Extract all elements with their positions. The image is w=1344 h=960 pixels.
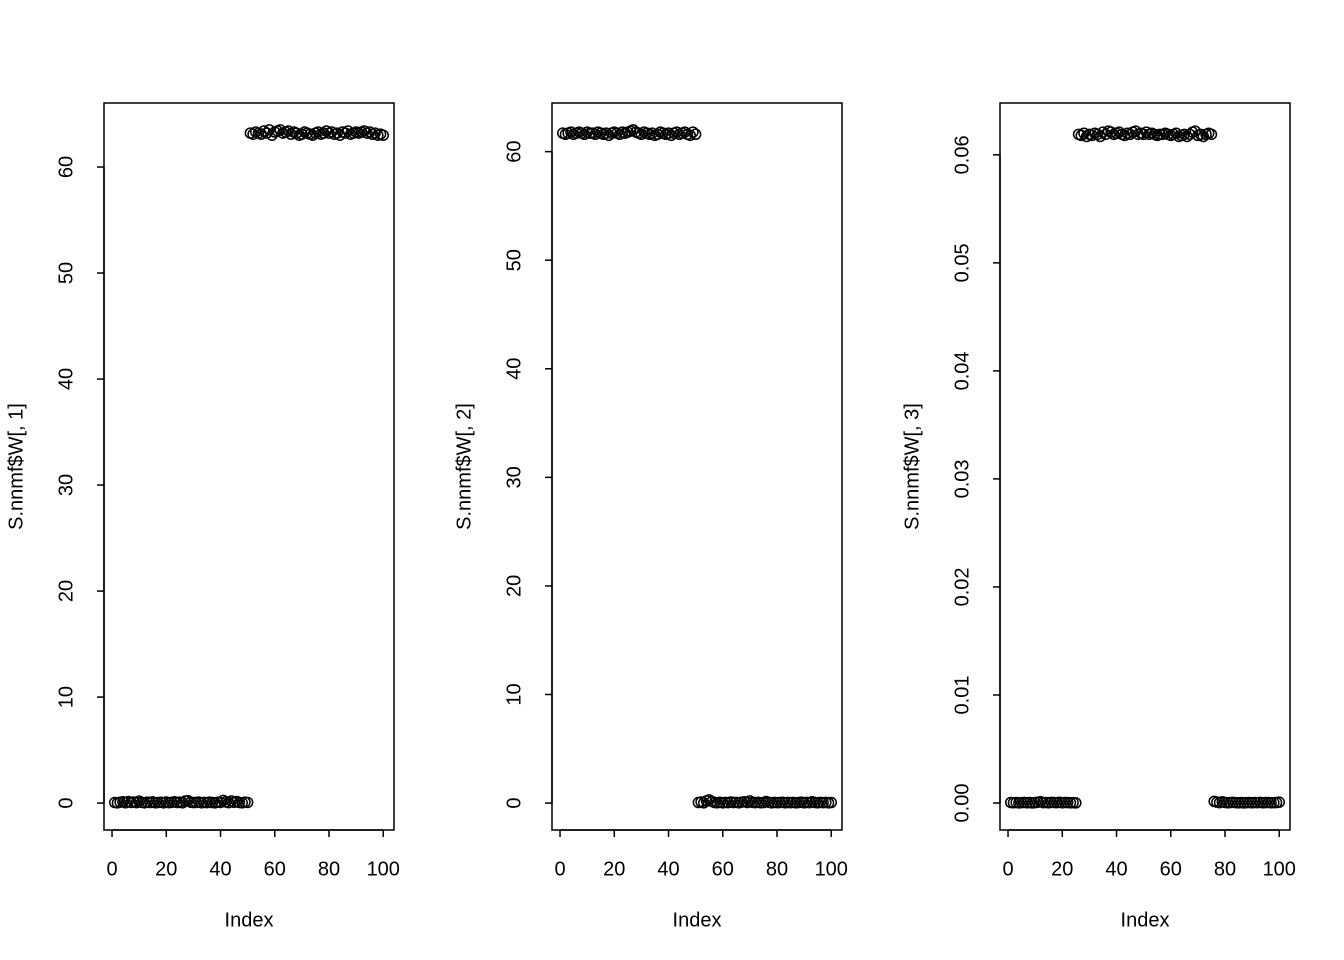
- x-tick-label: 80: [1214, 858, 1236, 880]
- point: [578, 128, 591, 141]
- point: [260, 127, 273, 139]
- y-axis-label: S.nnmf$W[, 3]: [901, 403, 923, 530]
- point: [1205, 128, 1218, 141]
- y-tick-label: 20: [55, 580, 77, 602]
- point: [1170, 127, 1182, 139]
- point: [342, 125, 354, 137]
- point: [1078, 127, 1090, 139]
- x-tick-label: 80: [318, 858, 340, 880]
- x-tick-label: 20: [603, 858, 625, 880]
- plot-frame: [103, 102, 395, 831]
- point: [176, 797, 189, 809]
- plot-frame: [999, 102, 1291, 831]
- point: [1178, 128, 1191, 141]
- x-axis-label: Index: [673, 909, 722, 931]
- x-tick-label: 20: [155, 858, 177, 880]
- point: [1075, 129, 1088, 142]
- y-tick-label: 0: [503, 798, 525, 809]
- y-tick-label: 0.06: [951, 135, 973, 174]
- point: [285, 128, 297, 140]
- point: [687, 126, 699, 138]
- point: [662, 127, 675, 139]
- point: [282, 125, 295, 137]
- point: [274, 124, 286, 136]
- point: [339, 127, 352, 139]
- point: [689, 128, 702, 141]
- y-tick-label: 10: [503, 683, 525, 705]
- point: [1137, 128, 1150, 141]
- point: [1273, 796, 1286, 808]
- y-tick-label: 20: [503, 575, 525, 597]
- x-tick-label: 100: [815, 858, 848, 880]
- plot-frame: [551, 102, 843, 831]
- point: [317, 127, 330, 139]
- y-tick-label: 0.03: [951, 459, 973, 498]
- point: [698, 797, 710, 809]
- y-tick-label: 0.02: [951, 567, 973, 606]
- x-axis-label: Index: [1121, 909, 1170, 931]
- point: [589, 128, 602, 141]
- x-tick-label: 20: [1051, 858, 1073, 880]
- x-tick-label: 40: [657, 858, 679, 880]
- y-tick-label: 60: [503, 141, 525, 163]
- y-tick-label: 0: [55, 798, 77, 809]
- point: [296, 128, 308, 140]
- point: [1099, 128, 1112, 141]
- point: [635, 128, 648, 141]
- y-tick-label: 0.04: [951, 351, 973, 390]
- x-tick-label: 100: [367, 858, 400, 880]
- point: [613, 128, 626, 141]
- point: [684, 129, 696, 142]
- point: [1070, 797, 1082, 809]
- point: [214, 796, 227, 809]
- x-axis-label: Index: [225, 909, 274, 931]
- y-tick-label: 10: [55, 686, 77, 708]
- point: [377, 129, 390, 141]
- y-tick-label: 30: [55, 474, 77, 496]
- y-tick-label: 60: [55, 156, 77, 178]
- point: [1140, 126, 1153, 138]
- y-tick-label: 0.05: [951, 243, 973, 282]
- point: [651, 128, 664, 141]
- point: [369, 127, 381, 139]
- point: [241, 796, 254, 809]
- point: [1097, 126, 1109, 138]
- y-tick-label: 50: [55, 262, 77, 284]
- point: [1086, 129, 1098, 142]
- y-tick-label: 40: [55, 368, 77, 390]
- point: [312, 126, 324, 138]
- point: [670, 126, 683, 138]
- point: [247, 128, 259, 140]
- point: [1105, 126, 1117, 138]
- point: [646, 127, 658, 139]
- y-axis-label: S.nnmf$W[, 2]: [453, 403, 475, 530]
- x-tick-label: 40: [1105, 858, 1127, 880]
- x-tick-label: 40: [209, 858, 231, 880]
- y-tick-label: 30: [503, 466, 525, 488]
- point: [565, 126, 577, 138]
- x-tick-label: 0: [1002, 858, 1013, 880]
- y-tick-label: 0.00: [951, 784, 973, 823]
- point: [290, 127, 303, 139]
- x-tick-label: 0: [106, 858, 117, 880]
- x-tick-label: 60: [264, 858, 286, 880]
- point: [263, 124, 276, 136]
- x-tick-label: 60: [712, 858, 734, 880]
- x-tick-label: 60: [1160, 858, 1182, 880]
- y-tick-label: 50: [503, 249, 525, 271]
- x-tick-label: 0: [554, 858, 565, 880]
- y-tick-label: 40: [503, 358, 525, 380]
- point: [1194, 128, 1207, 141]
- y-axis-label: S.nnmf$W[, 1]: [5, 403, 27, 530]
- x-tick-label: 80: [766, 858, 788, 880]
- point: [825, 796, 838, 809]
- point: [331, 127, 343, 139]
- point: [1091, 128, 1104, 141]
- point: [600, 127, 612, 139]
- y-tick-label: 0.01: [951, 676, 973, 715]
- x-tick-label: 100: [1263, 858, 1296, 880]
